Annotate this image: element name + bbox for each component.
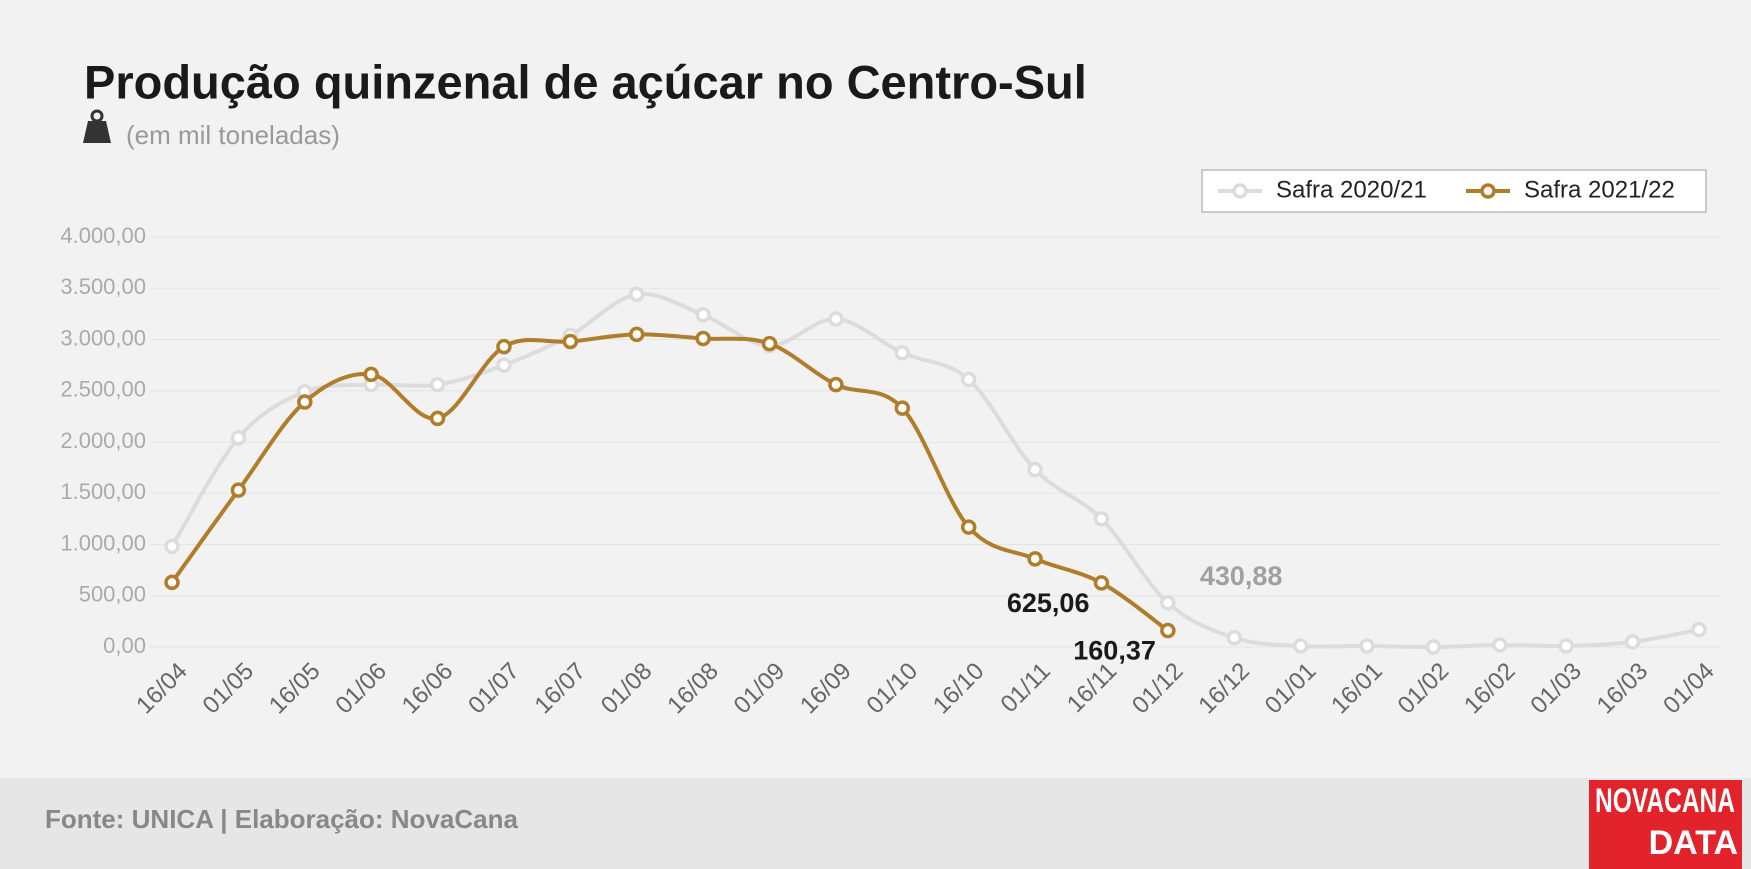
data-point (1292, 638, 1309, 654)
y-tick-label: 3.500,00 (60, 274, 146, 299)
data-point (562, 333, 579, 350)
data-point (1160, 622, 1176, 639)
y-tick-label: 4.000,00 (60, 223, 146, 248)
data-point (1359, 638, 1375, 654)
data-point (230, 430, 247, 446)
data-point (894, 400, 911, 416)
data-point (1226, 630, 1243, 646)
y-tick-label: 0,00 (103, 633, 146, 658)
data-point (1093, 575, 1110, 591)
data-point (1027, 551, 1043, 567)
data-point (1492, 637, 1508, 653)
logo (1589, 780, 1742, 869)
source: Fonte: UNICA | Elaboração: NovaCana (45, 804, 518, 834)
data-point (297, 394, 313, 410)
chart-subtitle: (em mil toneladas) (126, 120, 340, 150)
data-point (960, 519, 977, 535)
data-point (894, 345, 911, 361)
data-point (960, 371, 977, 388)
data-point (828, 311, 844, 327)
data-point (496, 338, 512, 355)
data-point (164, 574, 180, 591)
data-point (695, 330, 711, 347)
data-point (363, 366, 379, 383)
value-label: 625,06 (1007, 588, 1090, 618)
legend-marker (1480, 183, 1496, 199)
legend-marker (1232, 183, 1248, 199)
y-tick-label: 2.500,00 (60, 377, 146, 402)
data-point (230, 482, 247, 498)
data-point (1691, 621, 1707, 638)
data-point (695, 307, 711, 323)
legend-label: Safra 2020/21 (1276, 176, 1427, 203)
logo-text: DATA (1649, 824, 1738, 862)
y-tick-label: 3.000,00 (60, 325, 146, 350)
data-point (1027, 461, 1043, 478)
data-point (496, 357, 512, 373)
legend-label: Safra 2021/22 (1524, 176, 1675, 203)
data-point (828, 376, 844, 393)
chart-title: Produção quinzenal de açúcar no Centro-S… (84, 55, 1087, 108)
data-point (761, 335, 778, 352)
data-point (429, 376, 446, 393)
y-tick-label: 1.500,00 (60, 479, 146, 504)
value-label: 160,37 (1073, 636, 1156, 666)
series-line (170, 332, 1170, 633)
legend (1201, 169, 1707, 213)
data-point (1624, 634, 1641, 650)
data-point (1093, 511, 1110, 527)
data-point (164, 538, 180, 555)
data-point (1425, 639, 1442, 655)
weight-icon (83, 109, 111, 143)
data-point (429, 410, 446, 427)
y-tick-label: 2.000,00 (60, 428, 146, 453)
logo-text: NOVACANA (1595, 782, 1735, 820)
data-point (628, 286, 645, 303)
y-tick-label: 500,00 (79, 582, 146, 607)
data-point (1558, 638, 1574, 654)
data-point (1160, 595, 1176, 611)
value-label: 430,88 (1200, 561, 1283, 591)
footer (0, 778, 1751, 869)
y-tick-label: 1.000,00 (60, 530, 146, 555)
data-point (628, 326, 645, 343)
